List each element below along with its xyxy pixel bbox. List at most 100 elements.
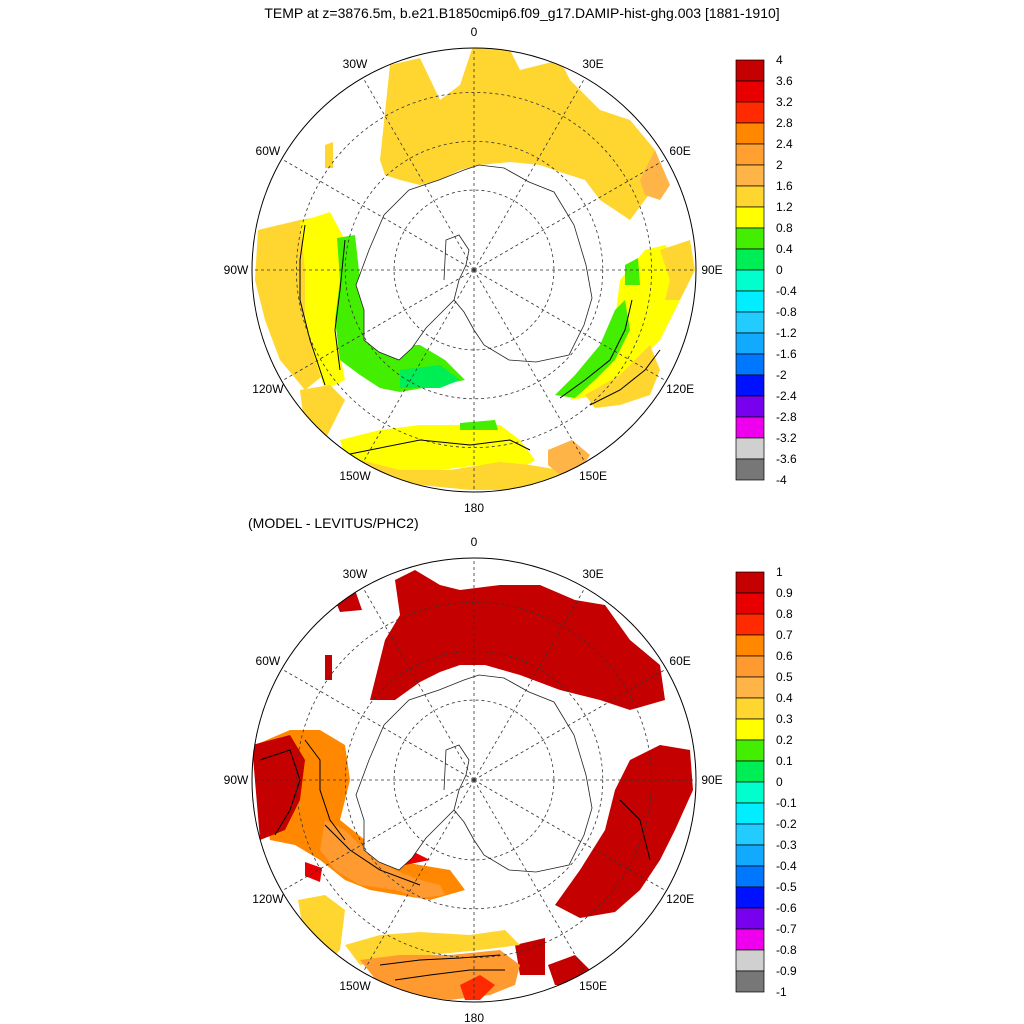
longitude-label: 90W <box>224 773 249 787</box>
colorbar-swatch <box>735 227 765 250</box>
field-region <box>585 345 660 408</box>
colorbar-swatch <box>735 122 765 145</box>
field-region <box>300 385 345 450</box>
field-region <box>320 820 445 898</box>
colorbar-label: -0.4 <box>776 859 797 873</box>
colorbar-label: 0.7 <box>776 628 793 642</box>
longitude-label: 150E <box>579 979 607 993</box>
longitude-label: 30W <box>343 57 368 71</box>
field-region <box>335 235 465 392</box>
meridian-line <box>281 269 475 382</box>
longitude-label: 120E <box>666 382 694 396</box>
meridian-line <box>362 779 475 973</box>
peninsula-coastline <box>443 234 470 301</box>
longitude-label: 60W <box>256 144 281 158</box>
field-region <box>340 425 535 475</box>
colorbar-swatch <box>735 164 765 187</box>
colorbar-label: -0.3 <box>776 838 797 852</box>
colorbar-swatch <box>735 59 765 82</box>
figure-title: TEMP at z=3876.5m, b.e21.B1850cmip6.f09_… <box>264 5 779 21</box>
longitude-label: 120W <box>252 892 284 906</box>
longitude-label: 30E <box>582 57 603 71</box>
field-region <box>460 420 498 430</box>
meridian-line <box>473 77 586 271</box>
colorbar-label: -2.4 <box>776 389 797 403</box>
latitude-circle <box>295 91 653 449</box>
meridian-line <box>473 587 586 781</box>
colorbar-label: -0.7 <box>776 922 797 936</box>
longitude-label: 90E <box>701 263 722 277</box>
colorbar-label: 1.6 <box>776 179 793 193</box>
colorbar-label: 0.4 <box>776 242 793 256</box>
field-region <box>345 930 520 965</box>
colorbar-swatch <box>735 311 765 334</box>
colorbar-swatch <box>735 844 765 867</box>
meridian-line <box>473 668 667 781</box>
colorbar-label: -3.6 <box>776 452 797 466</box>
longitude-label: 120E <box>666 892 694 906</box>
colorbar-swatch <box>735 928 765 951</box>
colorbar-swatch <box>735 143 765 166</box>
longitude-label: 0 <box>471 25 478 39</box>
colorbar-swatch <box>735 248 765 271</box>
colorbar-label: 2.4 <box>776 137 793 151</box>
meridian-line <box>473 269 586 463</box>
colorbar-swatch <box>735 269 765 292</box>
colorbar-label: -0.4 <box>776 284 797 298</box>
colorbar-swatch <box>735 332 765 355</box>
field-region <box>305 862 322 882</box>
field-region <box>325 655 332 680</box>
meridian-line <box>362 77 475 271</box>
field-region <box>555 745 693 918</box>
map-panel-temperature: 0 30E 60E 90E 120E 150E 180 150W 120W 90W 60W 30W <box>224 25 723 515</box>
field-region <box>660 240 695 300</box>
figure-subtitle: (MODEL - LEVITUS/PHC2) <box>248 515 419 531</box>
longitude-label: 150W <box>339 979 371 993</box>
colorbar-label: -0.8 <box>776 943 797 957</box>
colorbar-label: -0.1 <box>776 796 797 810</box>
longitude-label: 120W <box>252 382 284 396</box>
meridian-line <box>362 269 475 463</box>
colorbar-label: -1 <box>776 985 787 999</box>
colorbar-label: 0.1 <box>776 754 793 768</box>
colorbar-temperature: 4 3.6 3.2 2.8 2.4 2 1.6 1.2 0.8 0.4 0 -0.4 -0.8 -1.2 -… <box>735 53 797 487</box>
latitude-circle <box>295 602 653 959</box>
colorbar-label: -3.2 <box>776 431 797 445</box>
colorbar-swatch <box>735 676 765 699</box>
colorbar-swatch <box>735 458 765 481</box>
colorbar-label: 0.4 <box>776 691 793 705</box>
field-region <box>555 300 630 398</box>
contour-line <box>394 969 505 981</box>
colorbar-label: 2 <box>776 158 783 172</box>
colorbar-swatch <box>735 374 765 397</box>
colorbar-swatch <box>735 802 765 825</box>
colorbar-swatch <box>735 613 765 636</box>
longitude-label: 30W <box>343 567 368 581</box>
colorbar-label: 1 <box>776 565 783 579</box>
contour-line <box>304 739 346 841</box>
meridian-line <box>473 158 667 271</box>
contour-line <box>324 824 421 886</box>
colorbar-label: -0.5 <box>776 880 797 894</box>
colorbar-swatch <box>735 206 765 229</box>
colorbar-swatch <box>735 760 765 783</box>
colorbar-label: 2.8 <box>776 116 793 130</box>
field-region <box>298 895 345 970</box>
meridian-line <box>281 158 475 271</box>
longitude-label: 180 <box>464 501 484 515</box>
contour-line <box>344 439 531 456</box>
colorbar-label: 3.6 <box>776 74 793 88</box>
field-region <box>252 735 305 840</box>
colorbar-swatch <box>735 949 765 972</box>
colorbar-label: -0.2 <box>776 817 797 831</box>
meridian-line <box>473 779 667 892</box>
colorbar-label: 0 <box>776 263 783 277</box>
colorbar-swatch <box>735 634 765 657</box>
field-region <box>640 150 670 200</box>
colorbar-label: 0.5 <box>776 670 793 684</box>
colorbar-swatch <box>735 101 765 124</box>
longitude-label: 180 <box>464 1011 484 1024</box>
colorbar-swatch <box>735 571 765 594</box>
colorbar-swatch <box>735 718 765 741</box>
